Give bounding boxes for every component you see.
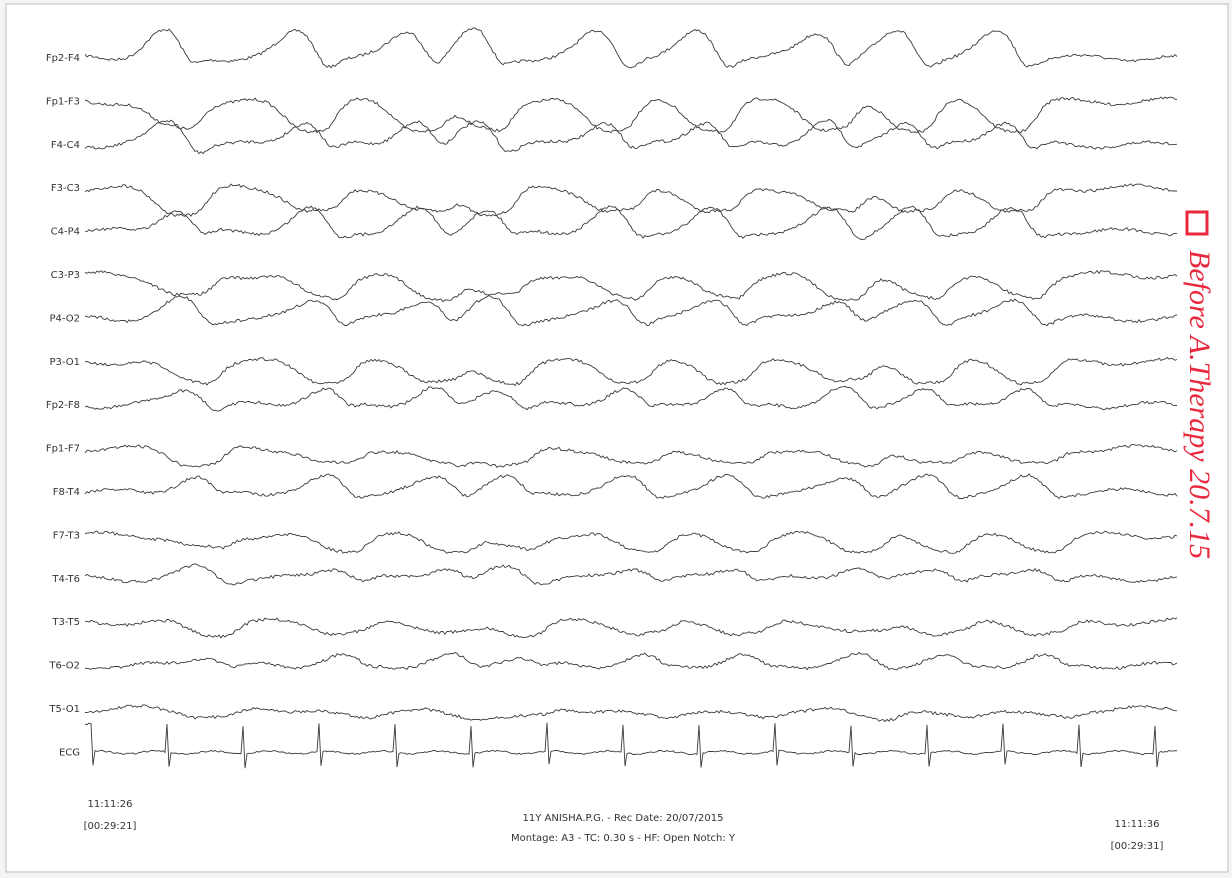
eeg-trace <box>84 563 1178 586</box>
ecg-trace <box>84 722 1178 769</box>
channel-label: Fp2-F4 <box>46 53 80 64</box>
channel-label: Fp1-F7 <box>46 444 80 455</box>
channel-label: Fp2-F8 <box>46 400 80 411</box>
channel-label: T5-O1 <box>48 704 80 715</box>
eeg-trace <box>84 183 1178 218</box>
handwritten-annotation: Before A.Therapy 20.7.15 <box>1183 250 1216 559</box>
eeg-trace <box>84 294 1178 327</box>
patient-line: 11Y ANISHA.P.G. - Rec Date: 20/07/2015 <box>523 813 724 824</box>
eeg-trace <box>84 269 1178 303</box>
start-time: 11:11:26 <box>88 799 133 810</box>
channel-label: C3-P3 <box>51 270 80 281</box>
channel-labels: Fp2-F4 Fp1-F3 F4-C4 F3-C3 C4-P4 C3-P3 P4-O2 P3-… <box>46 53 80 758</box>
eeg-trace <box>84 473 1178 500</box>
end-time: 11:11:36 <box>1115 819 1160 830</box>
eeg-trace <box>84 443 1178 468</box>
channel-label: ECG <box>59 747 80 758</box>
channel-label: T6-O2 <box>48 661 80 672</box>
channel-label: F7-T3 <box>53 530 80 541</box>
channel-label: T4-T6 <box>51 574 80 585</box>
traces <box>84 27 1178 769</box>
montage-line: Montage: A3 - TC: 0.30 s - HF: Open Notc… <box>511 833 736 844</box>
channel-label: P3-O1 <box>49 357 80 368</box>
channel-label: F8-T4 <box>53 487 80 498</box>
eeg-trace <box>84 27 1178 69</box>
channel-label: F4-C4 <box>51 140 80 151</box>
channel-label: F3-C3 <box>51 183 80 194</box>
eeg-trace <box>84 651 1178 671</box>
eeg-trace <box>84 205 1178 240</box>
channel-label: T3-T5 <box>51 617 80 628</box>
paper <box>5 3 1229 873</box>
eeg-trace <box>84 356 1178 387</box>
eeg-trace <box>84 118 1178 155</box>
eeg-trace <box>84 385 1178 412</box>
eeg-trace <box>84 530 1178 554</box>
end-elapsed: [00:29:31] <box>1111 841 1164 852</box>
start-elapsed: [00:29:21] <box>84 821 137 832</box>
checkbox <box>1185 210 1209 236</box>
channel-label: C4-P4 <box>51 227 80 238</box>
eeg-trace <box>84 617 1178 639</box>
eeg-trace <box>84 704 1178 723</box>
channel-label: Fp1-F3 <box>46 96 80 107</box>
channel-label: P4-O2 <box>49 313 80 324</box>
